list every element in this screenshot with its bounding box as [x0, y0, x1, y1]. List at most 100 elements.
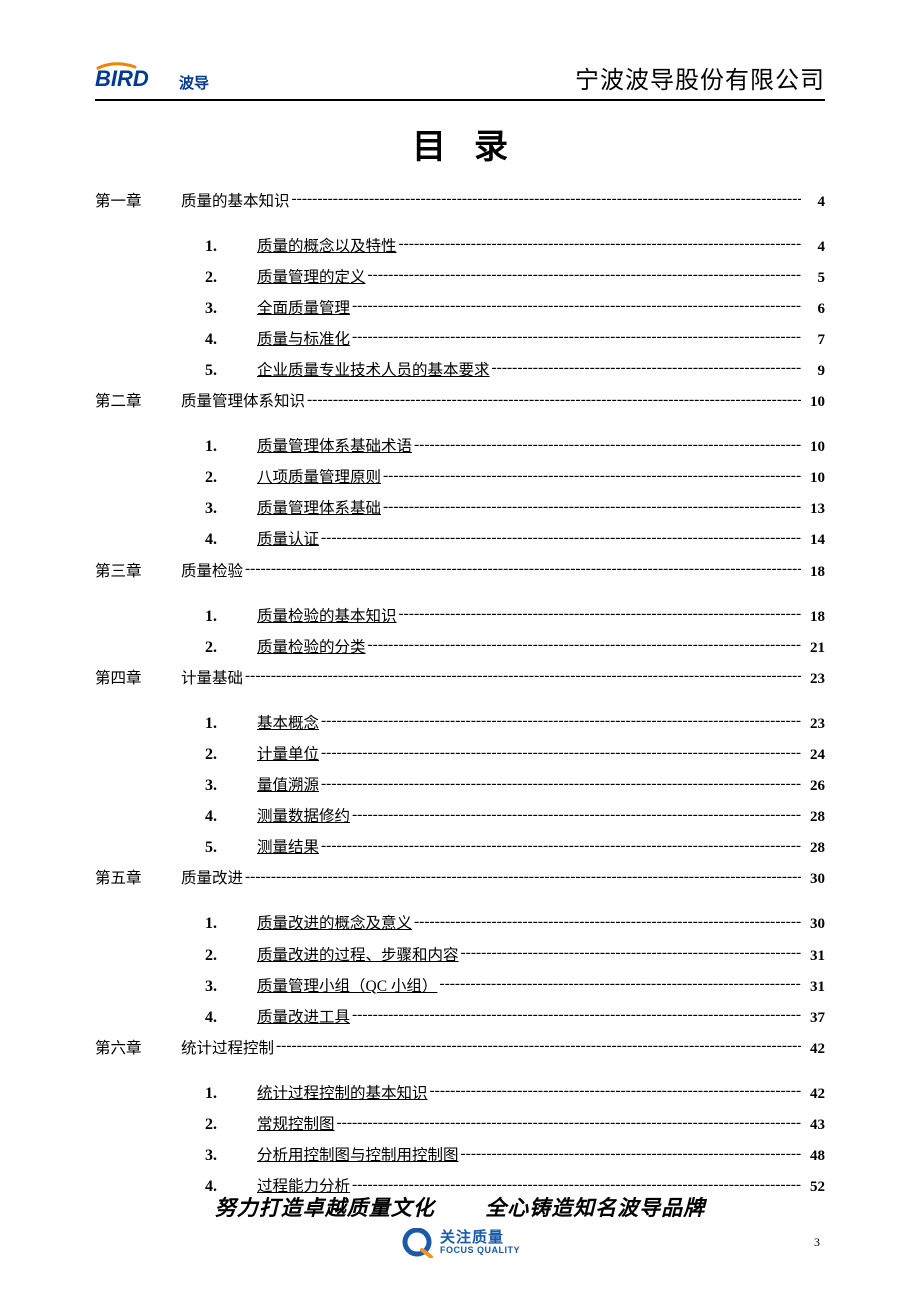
toc-link[interactable]: 质量检验的分类 [257, 639, 366, 658]
toc-link[interactable]: 测量结果 [257, 839, 319, 858]
sub-page: 31 [803, 947, 825, 965]
chapter-title: 质量的基本知识 [181, 193, 290, 212]
leader-dashes [399, 605, 801, 621]
leader-dashes [352, 1006, 801, 1022]
toc-sub-row: 1.基本概念23 [95, 712, 825, 733]
toc-link[interactable]: 量值溯源 [257, 777, 319, 796]
toc-sub-row: 2.质量改进的过程、步骤和内容31 [95, 944, 825, 965]
toc-link[interactable]: 基本概念 [257, 715, 319, 734]
toc-link[interactable]: 质量的概念以及特性 [257, 238, 397, 257]
sub-number: 2. [205, 268, 257, 287]
toc-link[interactable]: 企业质量专业技术人员的基本要求 [257, 362, 490, 381]
sub-number: 3. [205, 977, 257, 996]
focus-quality-badge: 关注质量 FOCUS QUALITY [0, 1228, 920, 1258]
leader-dashes [245, 868, 801, 884]
toc-link[interactable]: 质量改进工具 [257, 1009, 350, 1028]
chapter-title: 质量管理体系知识 [181, 393, 305, 412]
sub-page: 5 [803, 269, 825, 287]
leader-dashes [399, 235, 801, 251]
toc-link[interactable]: 质量管理小组（QC 小组） [257, 978, 437, 997]
sub-page: 9 [803, 362, 825, 380]
focus-quality-icon [400, 1228, 434, 1258]
sub-page: 43 [803, 1116, 825, 1134]
toc-link[interactable]: 分析用控制图与控制用控制图 [257, 1147, 459, 1166]
sub-number: 5. [205, 838, 257, 857]
toc-sub-row: 1.质量管理体系基础术语 10 [95, 436, 825, 457]
sub-number: 3. [205, 1146, 257, 1165]
sub-number: 1. [205, 914, 257, 933]
sub-page: 13 [803, 500, 825, 518]
sub-page: 21 [803, 639, 825, 657]
toc-link[interactable]: 质量认证 [257, 531, 319, 550]
toc-link[interactable]: 统计过程控制的基本知识 [257, 1085, 428, 1104]
sub-page: 7 [803, 331, 825, 349]
sub-page: 23 [803, 715, 825, 733]
focus-quality-en: FOCUS QUALITY [440, 1246, 520, 1255]
leader-dashes [276, 1037, 801, 1053]
toc-link[interactable]: 质量管理的定义 [257, 269, 366, 288]
sub-page: 37 [803, 1009, 825, 1027]
leader-dashes [321, 529, 801, 545]
toc-sub-row: 5.测量结果 28 [95, 837, 825, 858]
sub-page: 31 [803, 978, 825, 996]
leader-dashes [245, 667, 801, 683]
toc-sub-row: 2.质量检验的分类 21 [95, 636, 825, 657]
toc-link[interactable]: 计量单位 [257, 746, 319, 765]
document-page: BIRD 波导 宁波波导股份有限公司 目录 第一章质量的基本知识41.质量的概念… [0, 0, 920, 1302]
toc-sub-row: 3.质量管理小组（QC 小组） 31 [95, 975, 825, 996]
sub-number: 2. [205, 638, 257, 657]
slogan-left: 努力打造卓越质量文化 [215, 1196, 435, 1220]
leader-dashes [383, 498, 801, 514]
toc-chapter-row: 第一章质量的基本知识4 [95, 190, 825, 211]
sub-page: 26 [803, 777, 825, 795]
sub-page: 28 [803, 839, 825, 857]
toc-link[interactable]: 全面质量管理 [257, 300, 350, 319]
toc-link[interactable]: 质量改进的过程、步骤和内容 [257, 947, 459, 966]
sub-number: 4. [205, 530, 257, 549]
chapter-label: 第六章 [95, 1040, 181, 1059]
leader-dashes [439, 975, 801, 991]
leader-dashes [414, 913, 801, 929]
sub-page: 10 [803, 469, 825, 487]
toc-link[interactable]: 质量改进的概念及意义 [257, 915, 412, 934]
sub-page: 10 [803, 438, 825, 456]
toc-chapter-row: 第五章质量改进30 [95, 868, 825, 889]
logo-block: BIRD 波导 [95, 62, 209, 95]
chapter-label: 第三章 [95, 563, 181, 582]
toc-link[interactable]: 质量检验的基本知识 [257, 608, 397, 627]
toc-link[interactable]: 八项质量管理原则 [257, 469, 381, 488]
toc-link[interactable]: 质量管理体系基础 [257, 500, 381, 519]
sub-page: 30 [803, 915, 825, 933]
sub-page: 14 [803, 531, 825, 549]
toc-link[interactable]: 质量管理体系基础术语 [257, 438, 412, 457]
sub-number: 4. [205, 807, 257, 826]
toc-link[interactable]: 测量数据修约 [257, 808, 350, 827]
toc-sub-row: 2.常规控制图43 [95, 1114, 825, 1135]
toc-link[interactable]: 质量与标准化 [257, 331, 350, 350]
toc-sub-row: 1.质量检验的基本知识18 [95, 605, 825, 626]
toc-chapter-row: 第三章质量检验18 [95, 560, 825, 581]
sub-number: 1. [205, 437, 257, 456]
toc-sub-row: 4.质量改进工具37 [95, 1006, 825, 1027]
chapter-page: 18 [803, 563, 825, 581]
sub-number: 3. [205, 776, 257, 795]
chapter-title: 质量改进 [181, 870, 243, 889]
sub-number: 3. [205, 299, 257, 318]
toc-sub-row: 2.计量单位24 [95, 744, 825, 765]
toc-link[interactable]: 常规控制图 [257, 1116, 335, 1135]
toc-sub-row: 3.分析用控制图与控制用控制图48 [95, 1145, 825, 1166]
toc-sub-row: 1.统计过程控制的基本知识42 [95, 1082, 825, 1103]
leader-dashes [337, 1114, 801, 1130]
focus-quality-cn: 关注质量 [440, 1230, 504, 1246]
leader-dashes [292, 190, 801, 206]
toc-sub-row: 2.质量管理的定义 5 [95, 266, 825, 287]
chapter-label: 第五章 [95, 870, 181, 889]
leader-dashes [321, 775, 801, 791]
sub-page: 42 [803, 1085, 825, 1103]
svg-text:BIRD: BIRD [95, 66, 149, 90]
slogan-right: 全心铸造知名波导品牌 [485, 1196, 705, 1220]
sub-number: 2. [205, 745, 257, 764]
sub-number: 2. [205, 468, 257, 487]
leader-dashes [414, 436, 801, 452]
toc-sub-row: 3.量值溯源 26 [95, 775, 825, 796]
